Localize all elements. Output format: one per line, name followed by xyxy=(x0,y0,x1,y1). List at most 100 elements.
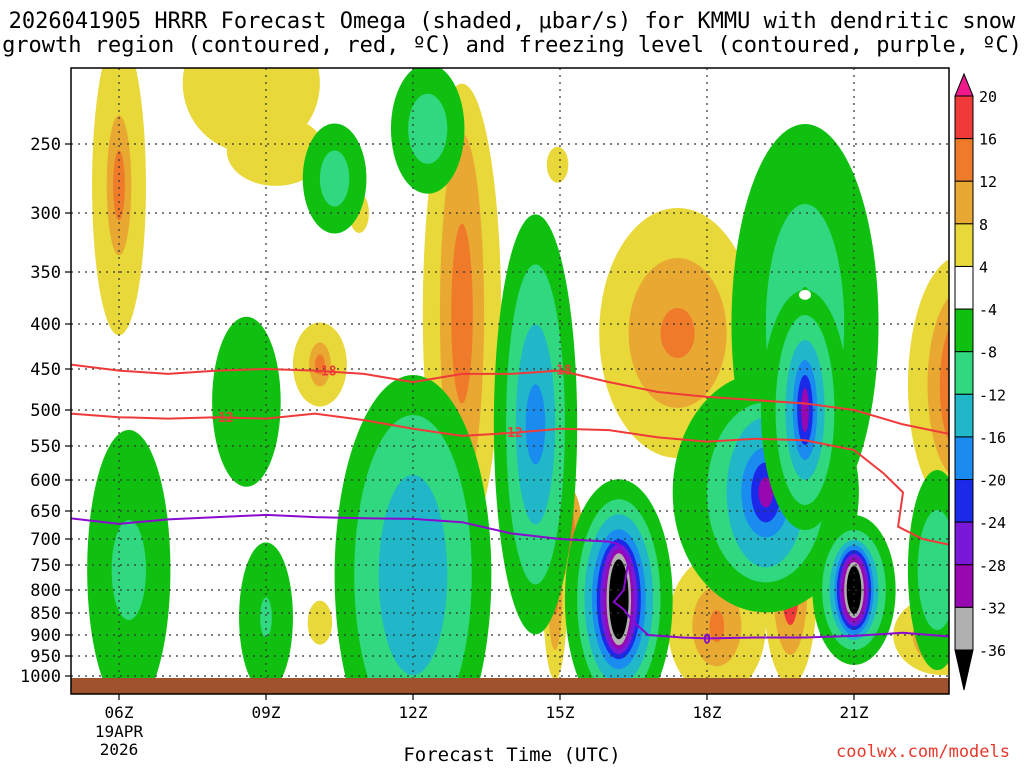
colorbar-label-20: 20 xyxy=(979,88,997,106)
colorbar-label--16: -16 xyxy=(979,429,1006,447)
chart-title-line-1: 2026041905 HRRR Forecast Omega (shaded, … xyxy=(8,9,1016,34)
x-tick-label-15Z: 15Z xyxy=(546,703,575,722)
colorbar-top-triangle xyxy=(954,72,974,97)
colorbar-bin-1 xyxy=(954,95,974,140)
feature-12z-low xyxy=(334,375,492,678)
feature-08z-mid xyxy=(212,316,281,487)
site-credit[interactable]: coolwx.com/models xyxy=(836,742,1010,762)
colorbar-label--24: -24 xyxy=(979,514,1006,532)
feature-0630z-low xyxy=(87,430,171,678)
contour-dendritic-lower-label-2: -12 xyxy=(499,426,522,441)
ground-surface xyxy=(71,678,949,694)
y-tick-label-800: 800 xyxy=(30,581,61,601)
feature-0630z-low-level-1 xyxy=(111,520,146,620)
y-tick-label-1000: 1000 xyxy=(20,667,61,687)
colorbar-label--8: -8 xyxy=(979,344,997,362)
y-tick-label-300: 300 xyxy=(30,204,61,224)
colorbar-label-4: 4 xyxy=(979,258,988,276)
colorbar-bin-2 xyxy=(954,138,974,182)
colorbar-bin-5 xyxy=(954,265,974,310)
feature-21z-core-level-8 xyxy=(846,566,862,614)
feature-2230z-low-level-1 xyxy=(917,510,949,630)
contour-lines: -18 -18 -12 -12 0 xyxy=(71,363,949,647)
x-tick-label-09Z: 09Z xyxy=(252,703,281,722)
colorbar-bottom-triangle xyxy=(954,649,974,691)
colorbar-bin-12 xyxy=(954,564,974,608)
feature-12z-upper-level-1 xyxy=(408,93,448,164)
x-date-line-1: 19APR xyxy=(95,722,144,741)
y-tick-label-750: 750 xyxy=(30,556,61,576)
feature-09z-low-level-1 xyxy=(260,597,272,638)
x-axis-label: Forecast Time (UTC) xyxy=(403,744,621,766)
feature-12z-upper xyxy=(390,68,465,194)
feature-12z-low-level-2 xyxy=(378,475,448,675)
y-tick-label-400: 400 xyxy=(30,315,61,335)
colorbar-label--32: -32 xyxy=(979,599,1006,617)
y-tick-label-450: 450 xyxy=(30,360,61,380)
colorbar-bin-13 xyxy=(954,606,974,651)
feature-08z-mid-level-0 xyxy=(212,316,281,487)
x-tick-label-18Z: 18Z xyxy=(693,703,722,722)
colorbar: 20 16 12 8 4 -4 -8 -12 -16 -20 -24 -28 -32 -36 xyxy=(954,72,1006,691)
y-tick-label-650: 650 xyxy=(30,502,61,522)
colorbar-bin-4 xyxy=(954,223,974,267)
y-tick-label-500: 500 xyxy=(30,401,61,421)
feature-23z-right-level-1 xyxy=(927,297,949,474)
feature-white-spot xyxy=(799,289,811,300)
feature-09z-upper2-level-0 xyxy=(226,115,325,186)
y-tick-label-850: 850 xyxy=(30,604,61,624)
colorbar-label-8: 8 xyxy=(979,216,988,234)
feature-1015z xyxy=(292,322,347,407)
feature-1030z-upper xyxy=(302,123,367,234)
y-tick-label-950: 950 xyxy=(30,647,61,667)
feature-21z-core xyxy=(812,515,896,665)
feature-14z-column-level-3 xyxy=(525,384,546,465)
x-tick-label-21Z: 21Z xyxy=(840,703,869,722)
y-tick-label-350: 350 xyxy=(30,263,61,283)
feature-23z-right-level-2 xyxy=(939,328,949,443)
feature-09z-low xyxy=(239,542,293,678)
colorbar-label-16: 16 xyxy=(979,131,997,149)
contour-dendritic-upper-label-2: -18 xyxy=(548,364,572,379)
contour-freezing-level xyxy=(71,513,949,640)
y-tick-label-600: 600 xyxy=(30,471,61,491)
contour-dendritic-upper-label: -18 xyxy=(313,365,337,380)
feature-10z-bottom-level-0 xyxy=(307,600,333,645)
omega-shading xyxy=(87,68,949,678)
contour-dendritic-lower-label: -12 xyxy=(210,411,233,426)
colorbar-label--12: -12 xyxy=(979,386,1006,404)
feature-14z-column xyxy=(493,214,578,635)
contour-freezing-level-label: 0 xyxy=(703,632,711,647)
y-tick-label-550: 550 xyxy=(30,437,61,457)
colorbar-bin-7 xyxy=(954,351,974,395)
y-tick-label-900: 900 xyxy=(30,626,61,646)
y-axis: 2503003504004505005506006507007508008509… xyxy=(20,135,71,687)
feature-06z-upper xyxy=(92,68,146,336)
x-tick-label-06Z: 06Z xyxy=(105,703,134,722)
feature-16z-core-level-8 xyxy=(609,559,629,640)
colorbar-bin-10 xyxy=(954,479,974,523)
x-date-line-2: 2026 xyxy=(100,740,139,759)
feature-13z-column-level-2 xyxy=(451,223,473,404)
colorbar-bin-11 xyxy=(954,521,974,566)
feature-06z-upper-level-2 xyxy=(113,150,125,221)
feature-15z-small xyxy=(546,146,569,183)
feature-15z-small-level-0 xyxy=(546,146,569,183)
contour-dendritic-lower xyxy=(71,412,949,546)
feature-1030z-upper-level-1 xyxy=(319,150,350,207)
colorbar-label--4: -4 xyxy=(979,301,997,319)
colorbar-label--28: -28 xyxy=(979,557,1006,575)
feature-16z-core xyxy=(564,479,673,678)
feature-17z-mid-level-2 xyxy=(660,308,695,358)
y-tick-label-250: 250 xyxy=(30,135,61,155)
contour-dendritic-upper xyxy=(71,363,949,435)
y-tick-label-700: 700 xyxy=(30,530,61,550)
colorbar-bin-3 xyxy=(954,180,974,225)
feature-10z-bottom xyxy=(307,600,333,645)
feature-20z-mid-level-5 xyxy=(801,388,809,432)
plot-frame xyxy=(70,67,950,695)
feature-19z-main-level-5 xyxy=(758,477,774,508)
colorbar-bin-9 xyxy=(954,436,974,481)
